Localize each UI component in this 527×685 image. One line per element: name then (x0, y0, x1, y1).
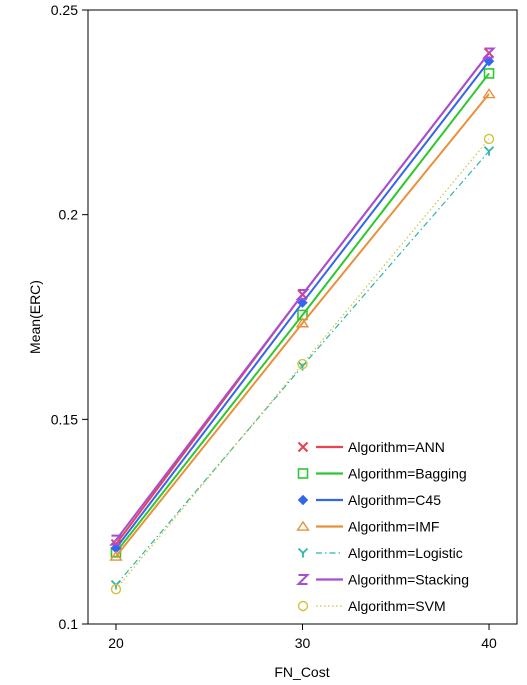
data-point (295, 317, 310, 328)
legend-item: Algorithm=Bagging (297, 466, 467, 482)
plot-frame (87, 9, 518, 625)
legend-label: Algorithm=IMF (348, 519, 439, 535)
data-point (297, 297, 308, 308)
legend-item: Algorithm=ANN (297, 439, 445, 455)
y-axis-title: Mean(ERC) (27, 280, 43, 354)
axes: 0.1 0.15 0.2 0.25 20 30 40 (51, 2, 497, 651)
legend-label: Algorithm=SVM (348, 598, 446, 614)
x-tick-label: 20 (108, 635, 124, 651)
series-stacking (109, 47, 496, 546)
data-point (297, 358, 308, 370)
legend-item: Algorithm=C45 (297, 492, 441, 508)
legend-marker (296, 520, 310, 531)
y-tick-label: 0.2 (59, 207, 79, 223)
data-point (110, 584, 122, 595)
x-axis-title: FN_Cost (274, 664, 329, 680)
series-c45 (110, 55, 495, 554)
data-point (483, 55, 495, 67)
series-imf (109, 88, 496, 561)
data-point (483, 133, 495, 145)
y-tick-label: 0.15 (51, 411, 78, 427)
legend-label: Algorithm=Stacking (348, 572, 469, 588)
data-point (483, 68, 495, 79)
y-tick-label: 0.1 (59, 616, 79, 632)
series-line (115, 72, 490, 553)
legend-label: Algorithm=C45 (348, 492, 441, 508)
legend-item: Algorithm=SVM (297, 598, 446, 614)
series-line (115, 138, 490, 590)
series-line (115, 93, 490, 558)
data-point (482, 47, 496, 59)
data-point (295, 288, 310, 300)
legend-marker (297, 494, 309, 506)
data-point (482, 88, 496, 99)
data-point (109, 550, 123, 561)
y-tick-label: 0.25 (51, 2, 78, 18)
legend-item: Algorithm=Stacking (296, 572, 469, 588)
data-point (109, 534, 123, 546)
x-tick-label: 30 (295, 635, 311, 651)
x-tick-label: 40 (481, 635, 497, 651)
legend-marker (297, 468, 309, 479)
legend-label: Algorithm=Bagging (348, 466, 467, 482)
data-point (483, 146, 495, 156)
series-layer (109, 47, 496, 595)
legend-marker (296, 574, 310, 585)
legend-marker (297, 441, 309, 453)
legend-label: Algorithm=ANN (348, 439, 445, 455)
legend-marker (297, 600, 309, 612)
legend-item: Algorithm=IMF (296, 519, 439, 535)
legend-marker (297, 547, 309, 558)
series-bagging (110, 68, 495, 558)
legend-label: Algorithm=Logistic (348, 545, 463, 561)
series-svm (110, 133, 495, 595)
legend-item: Algorithm=Logistic (297, 545, 463, 561)
legend: Algorithm=ANN Algorithm=Bagging Algorithm=… (296, 439, 469, 614)
